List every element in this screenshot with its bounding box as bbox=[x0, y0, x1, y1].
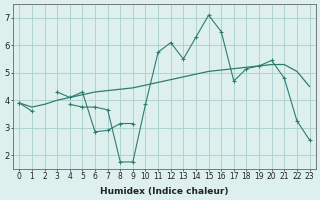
X-axis label: Humidex (Indice chaleur): Humidex (Indice chaleur) bbox=[100, 187, 229, 196]
